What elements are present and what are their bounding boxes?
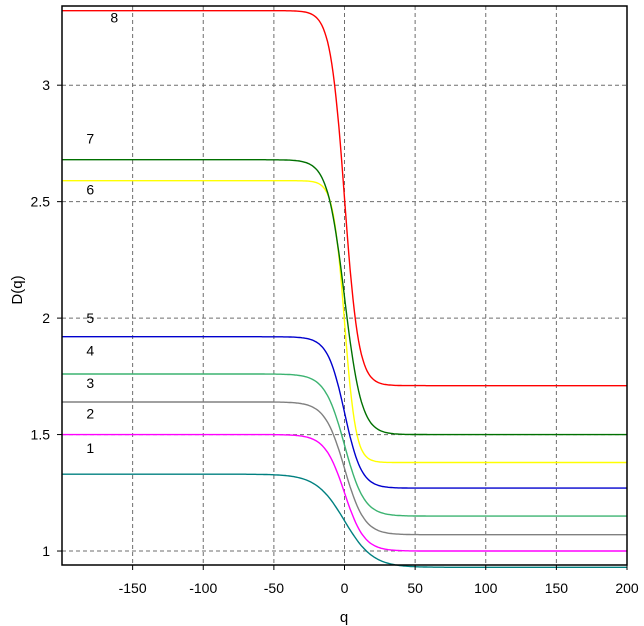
curve-labels: 1 2 3 4 5 6 7 8 [86, 9, 118, 456]
curve-label-8: 8 [110, 9, 118, 25]
y-axis-label: D(q) [9, 275, 26, 304]
x-tick-label: 200 [615, 580, 639, 596]
x-tick-label: -100 [189, 580, 217, 596]
series-lines [62, 10, 627, 568]
y-tick-label: 3 [42, 77, 50, 93]
curve-label-7: 7 [86, 130, 94, 146]
series-line-1 [62, 473, 627, 568]
series-line-3 [62, 401, 627, 536]
y-tick-label: 2.5 [31, 194, 51, 210]
y-tick-label: 1.5 [31, 427, 51, 443]
x-axis-ticks: -150 -100 -50 0 50 100 150 200 [119, 565, 639, 596]
series-line-6 [62, 180, 627, 464]
plot-frame [61, 5, 628, 566]
x-tick-label: 100 [474, 580, 498, 596]
grid [62, 6, 627, 565]
y-tick-label: 2 [42, 310, 50, 326]
x-tick-label: -50 [264, 580, 284, 596]
series-line-2 [62, 433, 627, 552]
curve-label-1: 1 [86, 440, 94, 456]
x-tick-label: 50 [407, 580, 423, 596]
curve-label-3: 3 [86, 375, 94, 391]
x-axis-label: q [340, 609, 348, 626]
curve-label-2: 2 [86, 405, 94, 421]
curve-label-5: 5 [86, 310, 94, 326]
curve-label-4: 4 [86, 342, 94, 358]
x-tick-label: -150 [119, 580, 147, 596]
series-line-8 [62, 10, 627, 387]
y-tick-label: 1 [42, 543, 50, 559]
curve-label-6: 6 [86, 182, 94, 198]
y-axis-ticks: 1 1.5 2 2.5 3 [31, 77, 62, 559]
x-tick-label: 150 [545, 580, 569, 596]
series-line-4 [62, 373, 627, 517]
series-line-5 [62, 336, 627, 489]
x-tick-label: 0 [341, 580, 349, 596]
series-line-7 [62, 159, 627, 436]
